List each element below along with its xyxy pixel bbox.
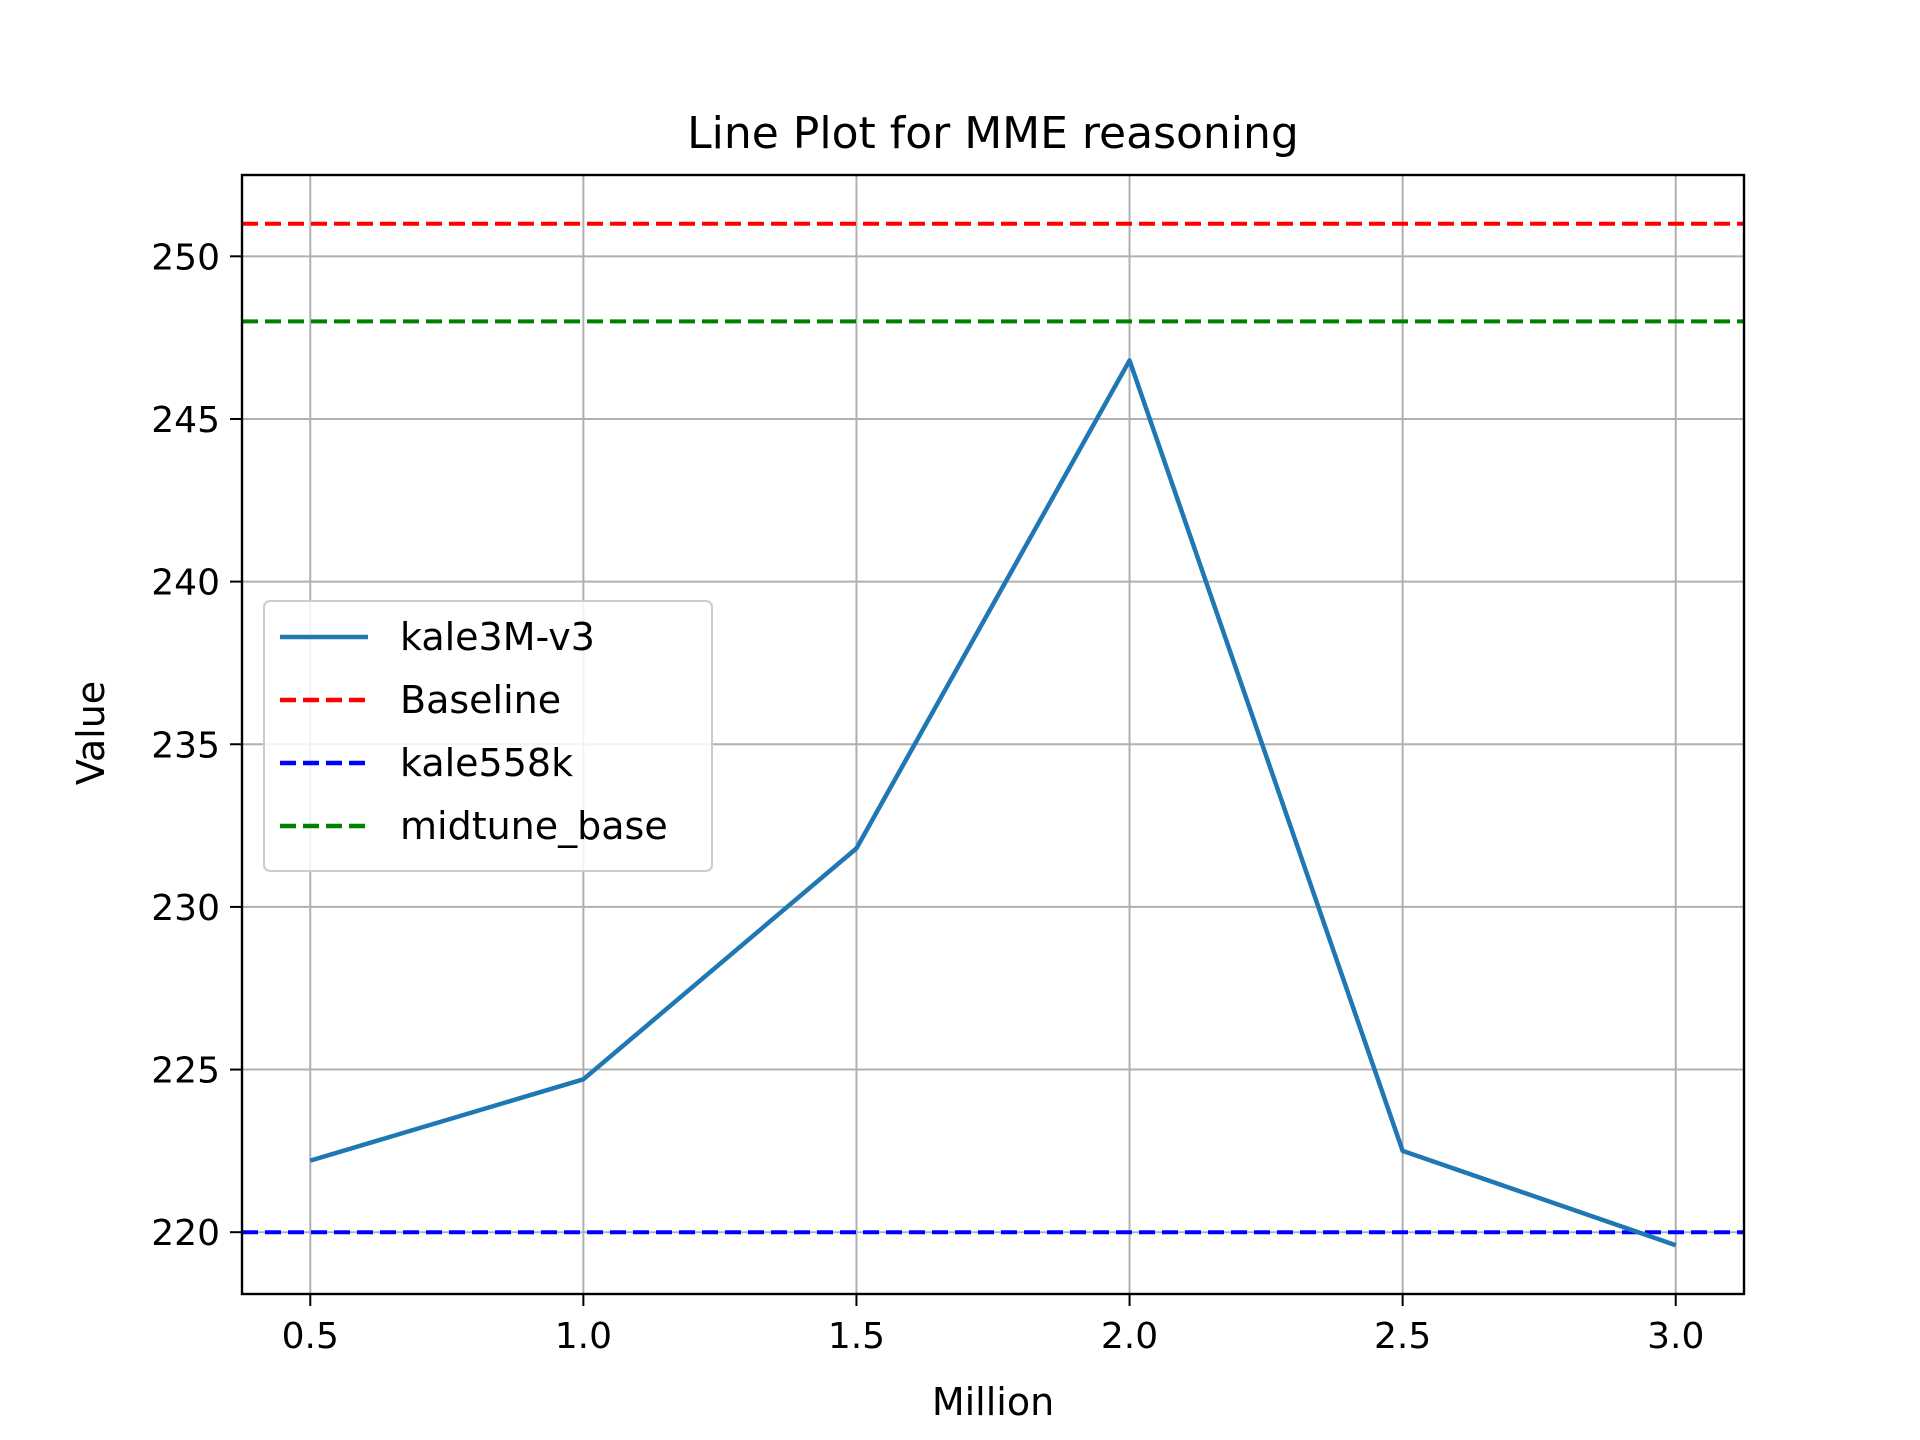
x-tick-label: 1.0 <box>555 1316 612 1357</box>
y-tick-label: 240 <box>151 563 220 604</box>
legend-box <box>263 600 713 872</box>
reference-lines <box>242 221 1744 1235</box>
x-axis: 0.5 1.0 1.5 2.0 2.5 3.0 <box>282 1294 1704 1357</box>
series-lines <box>309 358 1677 1248</box>
y-tick-label: 250 <box>151 237 220 278</box>
x-tick-label: 2.5 <box>1374 1316 1431 1357</box>
x-axis-label: Million <box>932 1380 1054 1424</box>
legend-label-baseline: Baseline <box>400 678 561 722</box>
legend-label-kale558k: kale558k <box>400 741 573 785</box>
y-tick-label: 245 <box>151 400 220 441</box>
x-tick-label: 3.0 <box>1647 1316 1704 1357</box>
legend-label-midtune-base: midtune_base <box>400 804 668 848</box>
x-tick-label: 0.5 <box>282 1316 339 1357</box>
y-tick-label: 235 <box>151 725 220 766</box>
legend-label-kale3m-v3: kale3M-v3 <box>400 615 595 659</box>
legend: kale3M-v3 Baseline kale558k midtune_base <box>263 600 713 872</box>
y-tick-label: 230 <box>151 888 220 929</box>
y-tick-label: 225 <box>151 1051 220 1092</box>
chart-title: Line Plot for MME reasoning <box>687 108 1299 159</box>
y-axis: 220 225 230 235 240 245 250 <box>151 237 242 1254</box>
x-tick-label: 1.5 <box>828 1316 885 1357</box>
plot-frame <box>240 173 1746 1296</box>
series-line-kale3m-v3 <box>309 358 1677 1248</box>
x-tick-label: 2.0 <box>1101 1316 1158 1357</box>
y-axis-label: Value <box>69 681 113 785</box>
y-tick-label: 220 <box>151 1213 220 1254</box>
